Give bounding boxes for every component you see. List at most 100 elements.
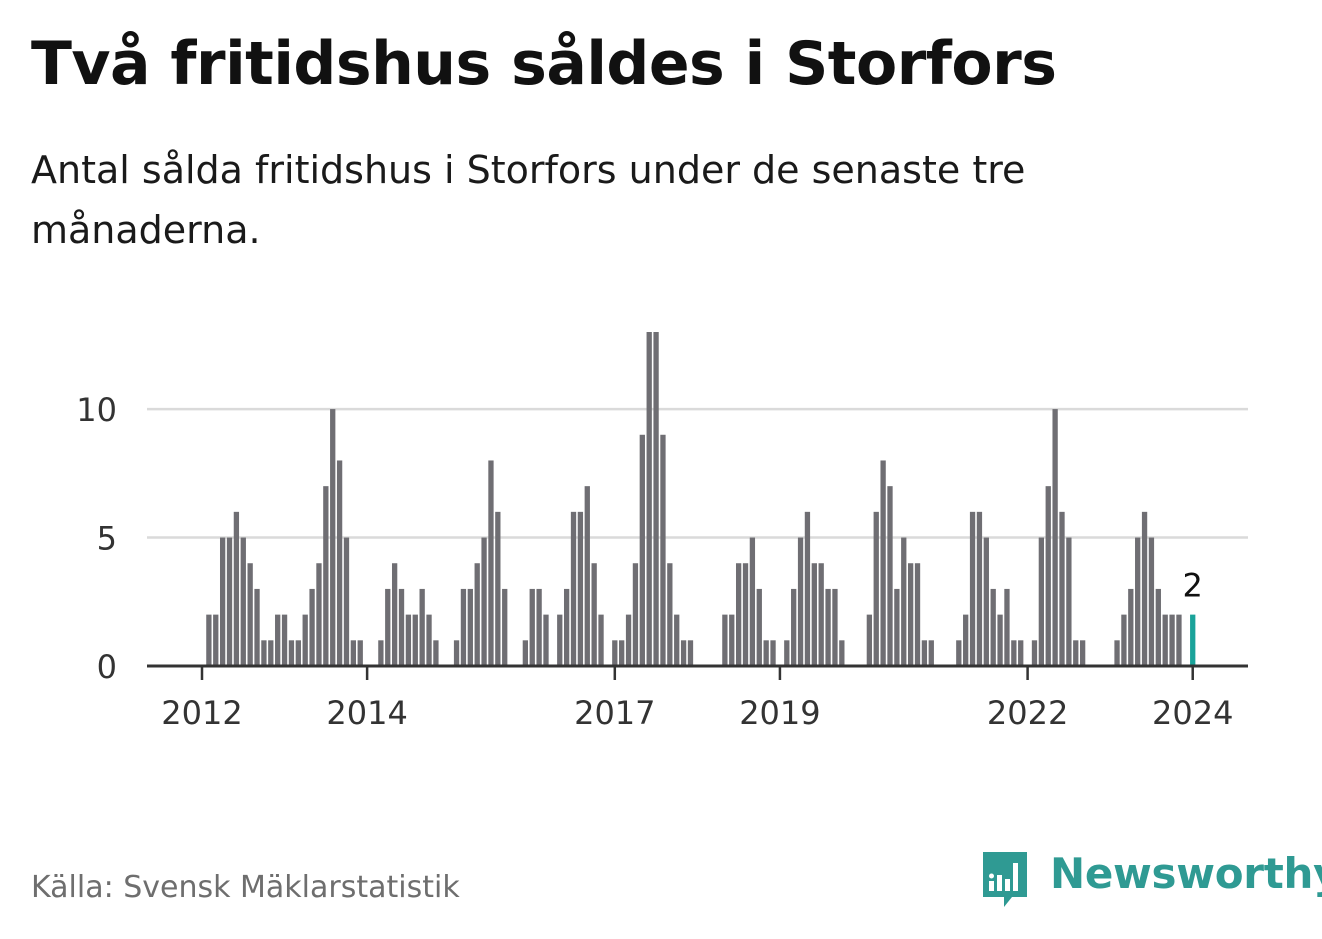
bar — [956, 640, 962, 666]
bar — [797, 537, 804, 666]
bar — [419, 588, 425, 666]
bar — [213, 614, 219, 666]
bar — [295, 640, 301, 666]
bar — [1162, 614, 1168, 666]
bar — [901, 537, 907, 666]
bar — [577, 511, 584, 666]
bar — [357, 640, 363, 666]
bar — [336, 460, 343, 666]
bar-chart: 0 5 10 2 2012 2014 2017 2019 2022 2024 — [76, 332, 1248, 732]
bar — [969, 511, 976, 666]
bar — [1018, 640, 1024, 666]
bar — [261, 640, 267, 666]
bar — [453, 640, 460, 666]
bar — [323, 486, 329, 666]
x-tick-label: 2019 — [739, 694, 820, 732]
bar — [536, 588, 542, 666]
bar — [756, 588, 762, 666]
bar — [1135, 537, 1141, 666]
y-tick-label: 0 — [97, 648, 117, 686]
bar — [309, 588, 315, 666]
bar — [385, 588, 391, 666]
bar — [770, 640, 776, 666]
bar — [391, 563, 398, 666]
bar — [1038, 537, 1045, 666]
bar — [921, 640, 928, 666]
bar — [866, 614, 873, 666]
source-note: Källa: Svensk Mäklarstatistik — [31, 870, 460, 905]
bar — [804, 511, 811, 666]
bar — [529, 588, 535, 666]
bar — [302, 614, 308, 666]
bar — [1052, 409, 1058, 666]
bar — [722, 614, 728, 666]
bar — [405, 614, 412, 666]
bar — [398, 588, 405, 666]
bar — [653, 332, 659, 666]
bar — [914, 563, 921, 666]
bar — [742, 563, 749, 666]
x-tick-label: 2022 — [987, 694, 1068, 732]
bar — [598, 614, 604, 666]
bar-value-label: 2 — [1183, 567, 1203, 605]
bar — [219, 537, 226, 666]
bar — [894, 588, 900, 666]
bar — [570, 511, 577, 666]
bar — [433, 640, 439, 666]
bar — [584, 486, 590, 666]
bar — [543, 614, 549, 666]
bar — [316, 563, 322, 666]
bar — [625, 614, 632, 666]
bar-latest — [1190, 614, 1196, 666]
bar — [226, 537, 233, 666]
bar — [763, 640, 769, 666]
bar — [1114, 640, 1120, 666]
bar — [660, 434, 666, 666]
bar — [557, 614, 563, 666]
bar — [963, 614, 969, 666]
bar — [907, 563, 914, 666]
bar — [502, 588, 508, 666]
newsworthy-logo-icon — [983, 852, 1027, 907]
bar — [832, 588, 838, 666]
bar — [646, 332, 652, 666]
bar — [1176, 614, 1182, 666]
bar — [839, 640, 845, 666]
bar — [467, 588, 473, 666]
bar — [887, 486, 893, 666]
bars: 2 — [206, 332, 1203, 666]
chart-title: Två fritidshus såldes i Storfors — [31, 29, 1057, 99]
bar — [1031, 640, 1038, 666]
bar — [426, 614, 432, 666]
bar — [680, 640, 687, 666]
bar — [990, 588, 996, 666]
bar — [674, 614, 680, 666]
bar — [1079, 640, 1086, 666]
bar — [1148, 537, 1155, 666]
x-tick-label: 2017 — [574, 694, 655, 732]
bar — [791, 588, 797, 666]
bar — [350, 640, 357, 666]
bar — [268, 640, 274, 666]
bar — [1141, 511, 1148, 666]
bar — [488, 460, 494, 666]
bar — [412, 614, 418, 666]
bar — [976, 511, 983, 666]
x-tick-label: 2014 — [326, 694, 407, 732]
bar — [1073, 640, 1079, 666]
bar — [254, 588, 260, 666]
chart-subtitle: Antal sålda fritidshus i Storfors under … — [31, 148, 1026, 252]
bar — [481, 537, 487, 666]
bar — [928, 640, 934, 666]
bar — [233, 511, 240, 666]
bar — [1169, 614, 1175, 666]
bar — [460, 588, 467, 666]
bar — [873, 511, 879, 666]
bar — [1121, 614, 1127, 666]
y-tick-label: 10 — [76, 391, 117, 429]
bar — [1011, 640, 1017, 666]
bar — [378, 640, 384, 666]
bar — [997, 614, 1003, 666]
bar — [735, 563, 742, 666]
bar — [612, 640, 618, 666]
